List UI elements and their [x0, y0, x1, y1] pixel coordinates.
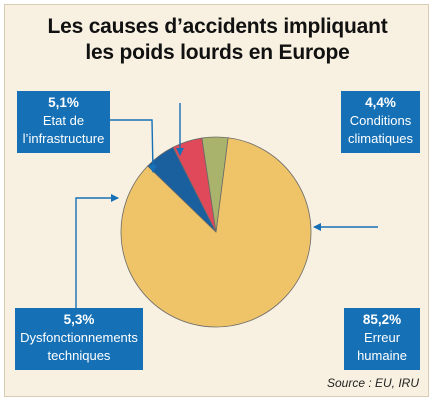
- value-label-infrastructure: 5,1%: [48, 95, 79, 110]
- category-label-erreur-2: humaine: [357, 348, 407, 363]
- value-label-dysfonctionnements: 5,3%: [63, 312, 95, 327]
- category-label-infrastructure-1: Etat de: [42, 113, 85, 128]
- label-dysfonctionnements: 5,3% Dysfonctionnements techniques: [15, 308, 143, 370]
- value-label-conditions-climatiques: 4,4%: [365, 95, 396, 110]
- slice-erreur-humaine: [120, 137, 312, 328]
- label-infrastructure: 5,1% Etat de l’infrastructure: [17, 91, 110, 153]
- title-line-1: Les causes d’accidents impliquant: [47, 15, 388, 38]
- slice-conditions-climatiques: [201, 136, 229, 233]
- pie-slices: [120, 136, 312, 328]
- callout-arrows: [75, 103, 378, 314]
- category-label-conditions-1: Conditions: [349, 113, 412, 128]
- category-label-dysfonctionnements-2: techniques: [47, 348, 111, 363]
- arrow-dysfonctionnements: [75, 194, 119, 314]
- category-label-dysfonctionnements-1: Dysfonctionnements: [20, 330, 138, 345]
- chart-title: Les causes d’accidents impliquant les po…: [0, 14, 435, 66]
- value-label-erreur-humaine: 85,2%: [362, 312, 402, 327]
- arrow-infrastructure: [110, 119, 157, 173]
- label-erreur-humaine: 85,2% Erreur humaine: [344, 308, 420, 370]
- category-label-erreur-1: Erreur: [363, 330, 401, 345]
- category-label-conditions-2: climatiques: [347, 131, 414, 146]
- category-label-infrastructure-2: l’infrastructure: [22, 131, 105, 146]
- label-conditions-climatiques: 4,4% Conditions climatiques: [341, 91, 420, 153]
- title-line-2: les poids lourds en Europe: [85, 41, 350, 64]
- source-note: Source : EU, IRU: [326, 376, 419, 390]
